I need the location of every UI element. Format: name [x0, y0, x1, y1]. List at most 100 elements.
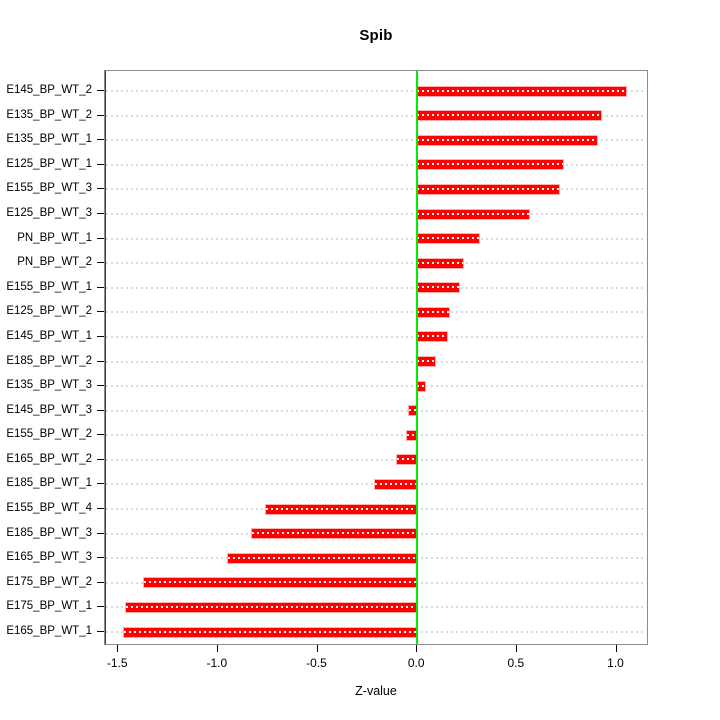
- y-axis-tick: [97, 188, 104, 190]
- bar-dash-overlay: [265, 507, 418, 510]
- grid-row-line: [106, 139, 646, 142]
- zero-line: [416, 71, 419, 644]
- bar: [375, 480, 418, 489]
- x-axis-tick: [615, 645, 617, 652]
- plot-area: [104, 70, 648, 645]
- x-axis-tick: [216, 645, 218, 652]
- bar-dash-overlay: [227, 556, 418, 559]
- x-tick-label: -1.5: [106, 656, 128, 670]
- grid-row-line: [106, 335, 646, 338]
- y-axis-tick: [97, 163, 104, 165]
- bar: [251, 529, 418, 539]
- bar: [126, 602, 418, 612]
- bar: [227, 553, 418, 563]
- bar: [417, 111, 601, 121]
- bar-dash-overlay: [417, 384, 426, 387]
- bar-dash-overlay: [417, 335, 448, 338]
- bar-dash-overlay: [397, 458, 418, 461]
- y-tick-label: E175_BP_WT_2: [6, 575, 92, 588]
- bar: [124, 627, 418, 637]
- grid-row-line: [106, 360, 646, 363]
- y-axis-tick: [97, 262, 104, 264]
- x-tick-label: -1.0: [206, 656, 228, 670]
- grid-row-line: [106, 90, 646, 92]
- bar-dash-overlay: [251, 532, 418, 535]
- grid-row-line: [106, 409, 646, 412]
- bar: [397, 455, 418, 465]
- bar-dash-overlay: [144, 581, 418, 584]
- y-axis-tick: [97, 286, 104, 288]
- bar: [417, 258, 463, 268]
- bar: [144, 578, 418, 588]
- bar-dash-overlay: [417, 310, 450, 313]
- y-tick-label: E135_BP_WT_3: [6, 379, 92, 392]
- y-axis-tick: [97, 360, 104, 362]
- bar: [417, 160, 563, 170]
- y-tick-label: PN_BP_WT_1: [17, 231, 92, 244]
- y-axis-tick: [97, 212, 104, 214]
- y-axis-tick: [97, 139, 104, 141]
- y-tick-label: E155_BP_WT_4: [6, 502, 92, 515]
- y-axis-tick: [97, 631, 104, 632]
- bar-dash-overlay: [417, 187, 559, 190]
- y-tick-label: E175_BP_WT_1: [6, 600, 92, 613]
- bar: [417, 381, 426, 391]
- y-axis-tick: [97, 237, 104, 239]
- bar: [417, 234, 479, 243]
- bar-dash-overlay: [417, 89, 627, 92]
- x-axis-tick: [515, 645, 517, 652]
- bar: [417, 86, 627, 96]
- y-axis-tick: [97, 483, 104, 485]
- y-tick-label: E165_BP_WT_3: [6, 551, 92, 564]
- bar-dash-overlay: [417, 360, 436, 362]
- bar-dash-overlay: [417, 286, 460, 289]
- x-tick-label: -0.5: [306, 656, 327, 670]
- y-tick-label: PN_BP_WT_2: [17, 256, 92, 269]
- y-axis-tick: [97, 581, 104, 583]
- grid-row-line: [106, 458, 646, 461]
- bar-dash-overlay: [417, 212, 529, 215]
- grid-row-line: [106, 188, 646, 191]
- y-axis-tick: [97, 385, 104, 387]
- x-tick-label: 1.0: [607, 656, 624, 670]
- x-axis-tick: [117, 645, 119, 652]
- bar-dash-overlay: [417, 114, 601, 117]
- y-axis-tick: [97, 335, 104, 337]
- bar: [417, 307, 450, 317]
- bar: [265, 504, 418, 514]
- bar: [407, 430, 418, 440]
- y-tick-label: E185_BP_WT_3: [6, 526, 92, 539]
- bar: [417, 135, 597, 145]
- grid-row-line: [106, 163, 646, 166]
- y-tick-label: E135_BP_WT_1: [6, 133, 92, 146]
- bar-dash-overlay: [124, 630, 418, 633]
- y-axis-tick: [97, 508, 104, 510]
- y-tick-label: E185_BP_WT_1: [6, 477, 92, 490]
- bar-dash-overlay: [417, 163, 563, 166]
- y-axis-tick: [97, 434, 104, 436]
- y-tick-label: E155_BP_WT_3: [6, 182, 92, 195]
- chart-title: Spib: [359, 27, 393, 44]
- grid-row-line: [106, 114, 646, 117]
- bar: [409, 406, 418, 416]
- y-axis-tick: [97, 114, 104, 116]
- grid-row-line: [106, 286, 646, 289]
- y-axis-tick: [97, 311, 104, 313]
- grid-row-line: [106, 237, 646, 240]
- bar-dash-overlay: [417, 237, 479, 239]
- grid-row-line: [106, 385, 646, 388]
- grid-row-line: [106, 311, 646, 314]
- y-tick-label: E165_BP_WT_2: [6, 452, 92, 465]
- y-tick-label: E125_BP_WT_1: [6, 157, 92, 170]
- y-axis-tick: [97, 532, 104, 534]
- y-tick-label: E135_BP_WT_2: [6, 108, 92, 121]
- grid-row-line: [106, 262, 646, 265]
- y-tick-label: E155_BP_WT_2: [6, 428, 92, 441]
- x-tick-label: 0.5: [507, 656, 525, 670]
- y-tick-label: E145_BP_WT_2: [6, 84, 92, 96]
- y-axis-tick: [97, 557, 104, 559]
- bar-dash-overlay: [407, 433, 418, 436]
- bar-dash-overlay: [417, 261, 463, 264]
- bar-dash-overlay: [375, 483, 418, 485]
